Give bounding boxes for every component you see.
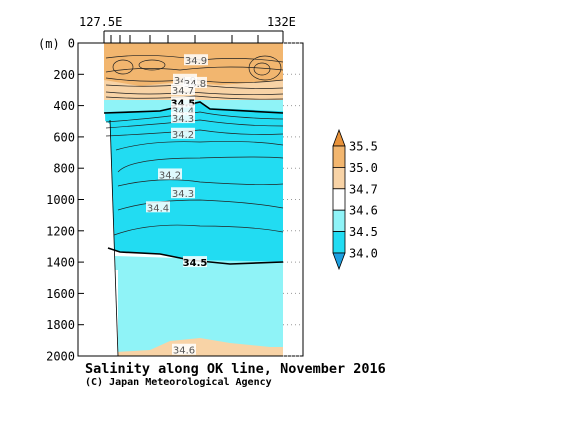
contour-label-text: 34.5 — [171, 98, 196, 109]
colorbar-segment — [332, 145, 346, 168]
contour-label-text: 34.3 — [172, 189, 194, 200]
band-34.5-34.6 — [108, 250, 300, 353]
y-tick-label: 800 — [53, 162, 75, 176]
y-tick-label: 1800 — [46, 318, 75, 332]
contour-label: 34.3 — [171, 187, 195, 200]
contour-label: 34.3 — [171, 112, 195, 125]
band-34.0-34.5 — [105, 101, 300, 262]
x-start-label: 127.5E — [79, 15, 122, 29]
contour-label: 34.5 — [183, 256, 208, 269]
band-bottom-34.6 — [116, 338, 300, 356]
y-tick-label: 2000 — [46, 350, 75, 364]
colorbar-segment — [332, 166, 346, 190]
colorbar-segment — [332, 209, 346, 232]
contour-label-text: 34.6 — [173, 346, 195, 357]
contour-label: 34.2 — [171, 127, 195, 141]
x-end-label: 132E — [267, 15, 296, 29]
y-tick-label: 1400 — [46, 256, 75, 270]
contour-label-text: 34.5 — [183, 258, 208, 269]
colorbar-level-label: 34.5 — [349, 225, 378, 239]
colorbar-top-arrow — [332, 128, 346, 147]
colorbar-segment — [332, 231, 346, 254]
y-tick-label: 400 — [53, 99, 75, 113]
contour-label: 34.9 — [184, 54, 208, 67]
colorbar-bottom-arrow — [332, 252, 346, 271]
colorbar-level-label: 34.6 — [349, 204, 378, 218]
y-tick-label: 1200 — [46, 224, 75, 238]
y-tick-label: 200 — [53, 68, 75, 82]
colorbar-level-label: 35.0 — [349, 161, 378, 175]
y-tick-label: 1600 — [46, 287, 75, 301]
y-tick-label: 600 — [53, 130, 75, 144]
contour-label-text: 34.3 — [172, 114, 194, 125]
contour-label: 34.2 — [158, 168, 182, 181]
chart-credit: (C) Japan Meteorological Agency — [85, 377, 272, 388]
chart-title: Salinity along OK line, November 2016 — [85, 361, 386, 377]
colorbar-level-label: 35.5 — [349, 140, 378, 154]
contour-label-text: 34.9 — [185, 56, 207, 67]
y-tick-label: 0 — [68, 37, 75, 51]
colorbar-level-label: 34.0 — [349, 247, 378, 261]
plot-fills — [78, 43, 303, 356]
contour-label-text: 34.4 — [147, 203, 169, 214]
contour-label: 34.6 — [172, 343, 196, 357]
colorbar-legend: 35.5 35.0 34.7 34.6 34.5 34.0 — [332, 128, 378, 271]
contour-label: 34.4 — [171, 104, 195, 117]
y-unit-label: (m) — [38, 37, 60, 51]
contour-label-text: 34.2 — [159, 170, 181, 181]
top-axis — [103, 30, 284, 43]
contour-label-text: 34.7 — [172, 86, 194, 97]
colorbar-segment — [332, 188, 346, 211]
contour-label: 34.4 — [146, 201, 170, 214]
contour-label-text: 34.4 — [172, 106, 194, 117]
colorbar-level-label: 34.7 — [349, 182, 378, 196]
y-tick-label: 1000 — [46, 193, 75, 207]
thick-contours — [103, 101, 284, 356]
contour-label-layer: 34.934.934.834.734.534.434.334.234.234.3… — [146, 54, 208, 357]
contour-label: 34.5 — [171, 96, 196, 109]
y-axis: 0 200 400 600 800 1000 1200 1400 1600 1800 2000 — [46, 37, 303, 364]
contour-label-text: 34.2 — [172, 130, 194, 141]
contour-label: 34.7 — [171, 83, 195, 97]
